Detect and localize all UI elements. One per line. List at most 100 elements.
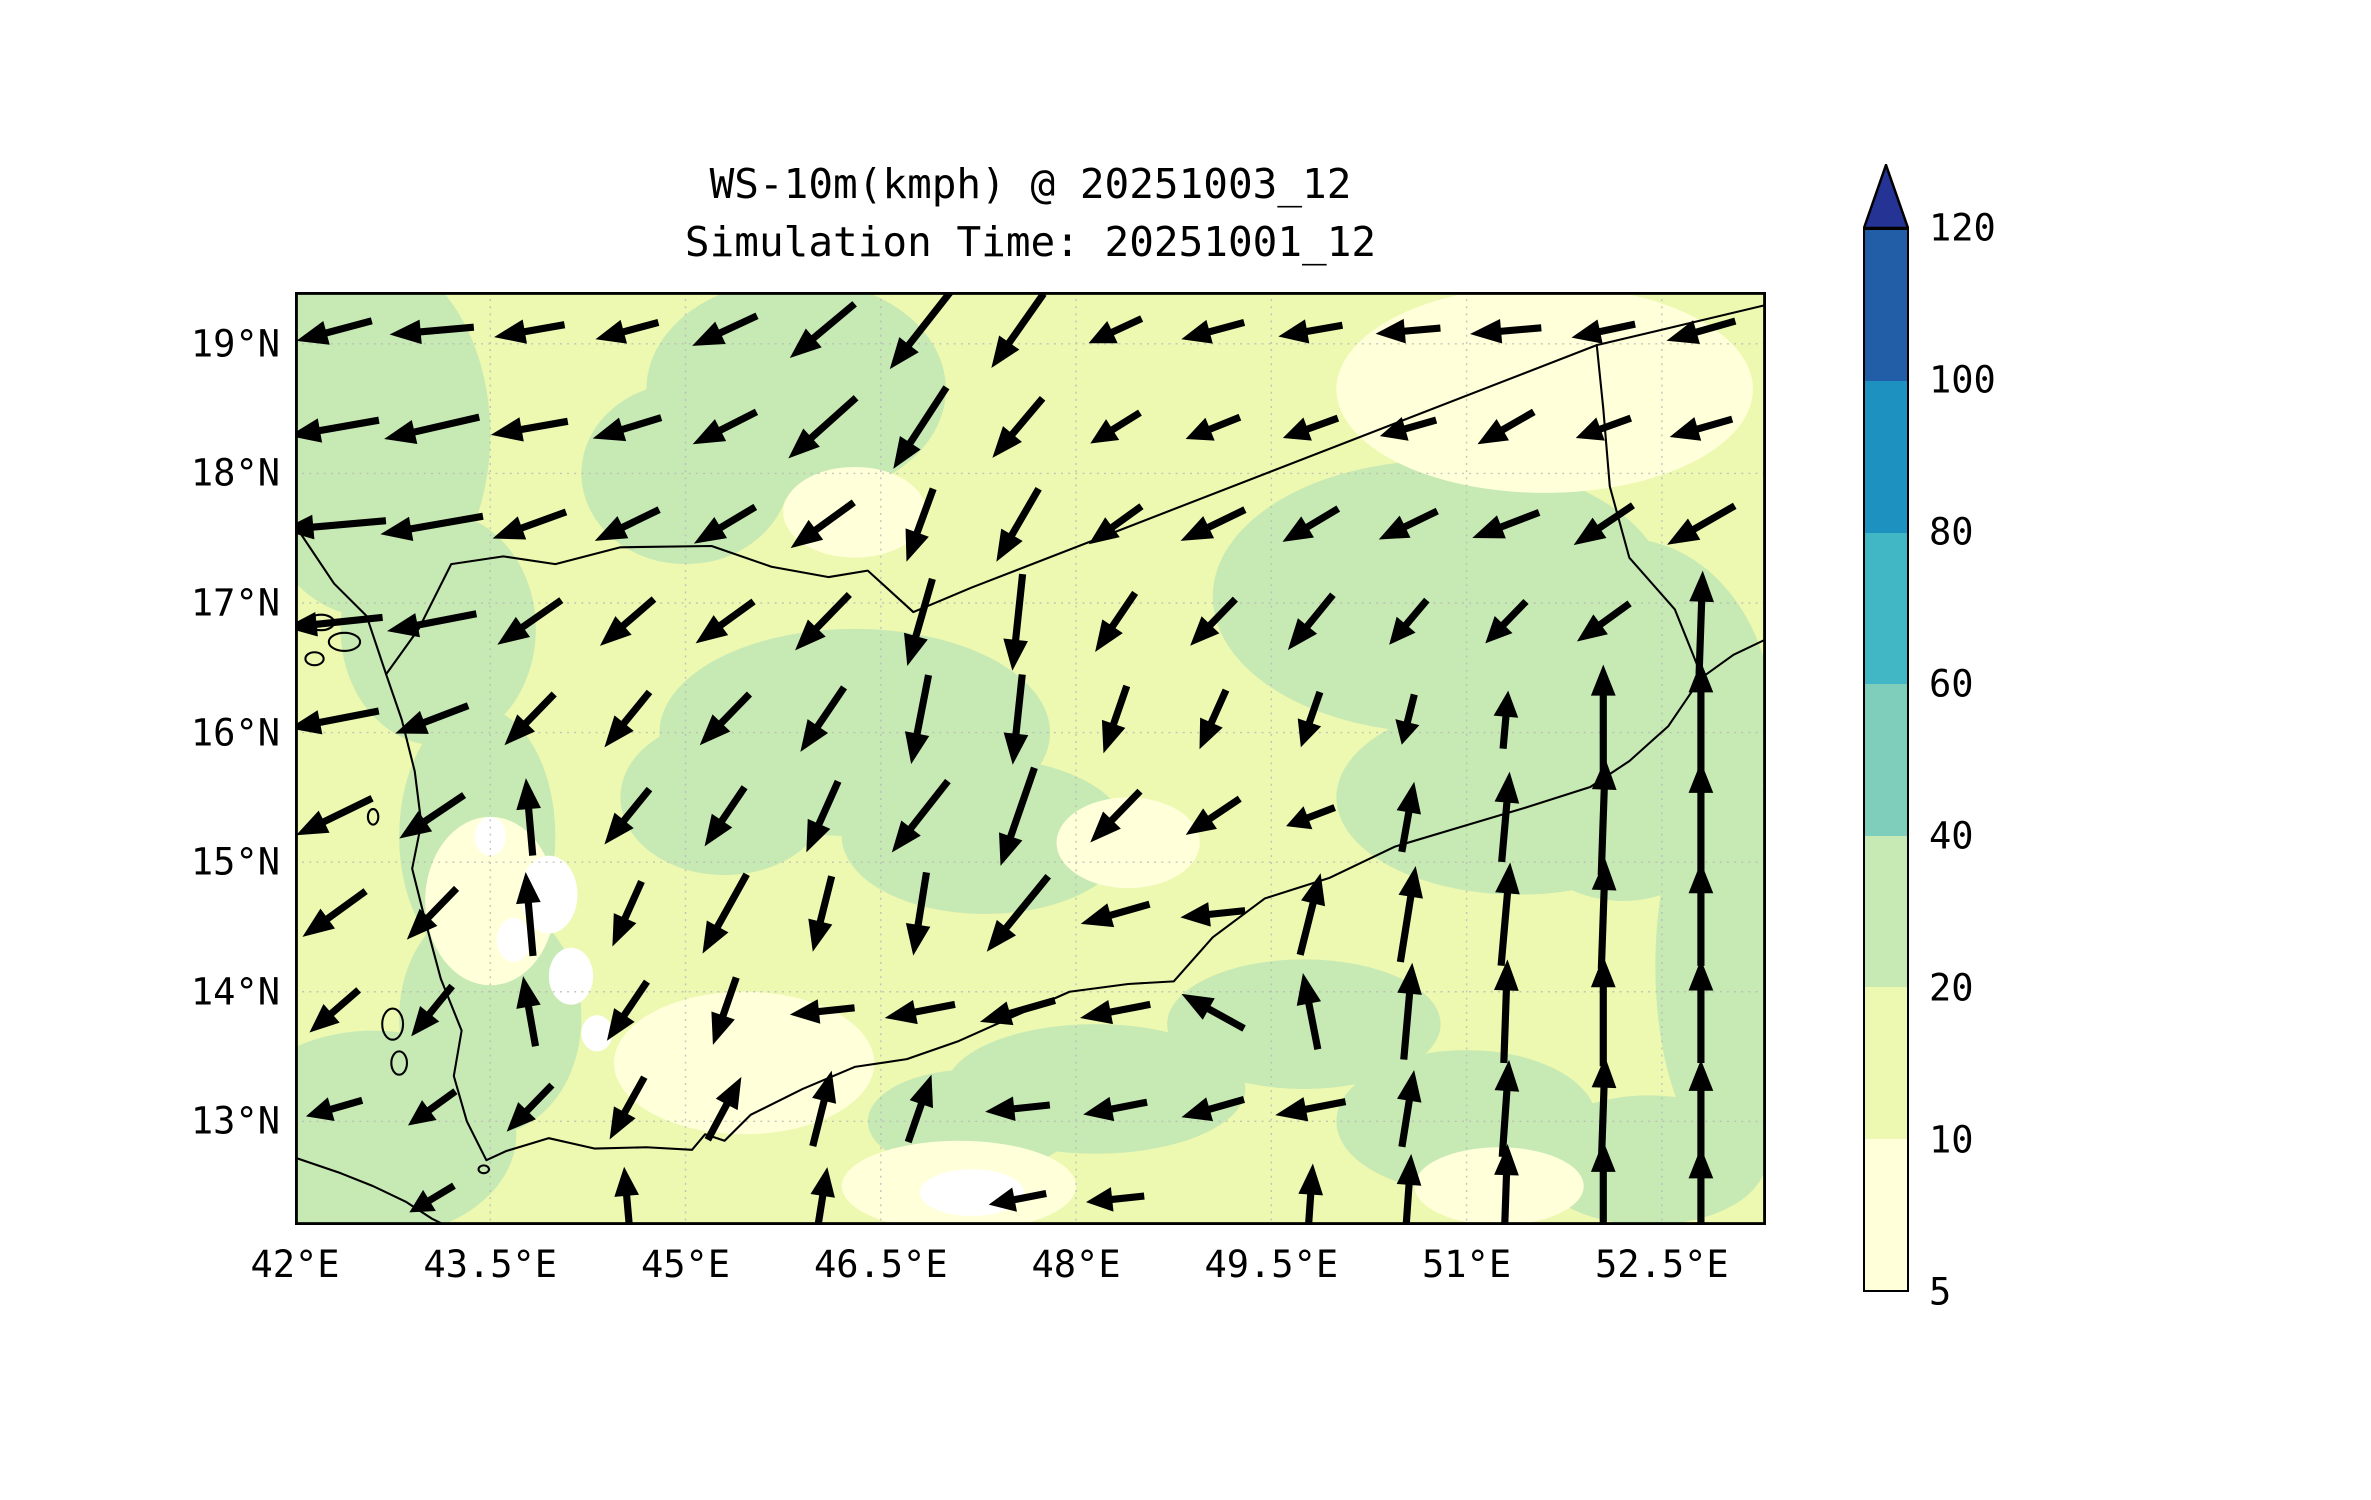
colorbar-segment: [1865, 835, 1907, 988]
wind-arrow-head: [1088, 320, 1118, 344]
wind-arrow-head: [609, 1106, 636, 1140]
wind-arrow-shaft: [1296, 899, 1318, 956]
wind-arrow-shaft: [1396, 893, 1415, 963]
wind-arrow-head: [1688, 661, 1714, 693]
wind-arrow-shaft: [716, 408, 759, 435]
island-farasan-2: [327, 631, 362, 652]
x-tick-label: 48°E: [1031, 1243, 1121, 1286]
wind-arrow-shaft: [1107, 1000, 1151, 1017]
wind-arrow-shaft: [807, 395, 859, 442]
wind-arrow-head: [1590, 664, 1616, 696]
wind-arrow-shaft: [323, 317, 373, 338]
wind-arrow-head: [1669, 417, 1702, 441]
wind-arrow-head: [1397, 1069, 1422, 1103]
wind-arrow-shaft: [1011, 573, 1027, 643]
wind-arrow-head: [295, 418, 323, 443]
wind-arrow-shaft: [1006, 766, 1038, 841]
wind-arrow-head: [1395, 719, 1420, 745]
wind-arrow-shaft: [1204, 1004, 1246, 1032]
wind-arrow-shaft: [1401, 597, 1430, 629]
x-tick-label: 49.5°E: [1204, 1243, 1339, 1286]
wind-arrow-shaft: [1108, 1098, 1148, 1113]
colorbar-segment: [1865, 987, 1907, 1139]
x-tick-label: 45°E: [640, 1243, 731, 1286]
wind-arrow-head: [884, 999, 918, 1025]
wind-arrow-shaft: [1304, 1000, 1322, 1051]
wind-arrow-shaft: [1398, 809, 1413, 853]
wind-arrow-shaft: [1011, 1101, 1051, 1113]
colorbar-extend-triangle: [1863, 164, 1909, 229]
wind-arrow-shaft: [1498, 324, 1542, 336]
wind-arrow-head: [604, 715, 634, 748]
wind-arrow-head: [1301, 873, 1326, 907]
wind-arrow-head: [1472, 515, 1506, 539]
wind-arrow-shaft: [1206, 596, 1238, 630]
colorbar-segment: [1865, 230, 1907, 382]
wind-arrow-head: [692, 321, 726, 346]
wind-arrow-head: [1591, 858, 1617, 891]
wind-arrow-shaft: [1499, 598, 1529, 629]
wind-arrow-head: [790, 519, 824, 549]
wind-arrow-shaft: [1501, 1172, 1511, 1225]
wind-arrow-shaft: [913, 674, 933, 737]
wind-arrow-shaft: [1206, 319, 1246, 336]
wind-arrow-shaft: [1690, 502, 1737, 534]
wind-arrow-shaft: [811, 499, 856, 535]
contour-under-patches: [474, 816, 1024, 1216]
wind-arrow-head: [295, 612, 318, 637]
wind-arrow-shaft: [1108, 409, 1142, 435]
wind-arrow-shaft: [717, 691, 753, 728]
wind-arrow-head: [1493, 690, 1519, 718]
wind-arrow-head: [1003, 732, 1029, 765]
wind-arrow-head: [985, 1096, 1016, 1121]
wind-arrow-shaft: [1596, 320, 1636, 336]
wind-arrow-shaft: [1207, 688, 1230, 727]
wind-arrow-head: [411, 1005, 440, 1037]
wind-arrow-shaft: [816, 875, 836, 925]
wind-arrow-shaft: [1499, 713, 1510, 749]
wind-arrow-head: [704, 813, 733, 847]
wind-arrow-shaft: [1109, 1192, 1145, 1204]
wind-arrow-head: [996, 528, 1023, 562]
colorbar-tick-label: 40: [1929, 814, 1974, 858]
wind-arrow-shaft: [521, 321, 566, 336]
wind-arrow-head: [693, 517, 728, 544]
wind-arrow-head: [1571, 319, 1603, 344]
colorbar-tick-label: 100: [1929, 358, 1996, 402]
wind-arrow-head: [789, 999, 821, 1024]
wind-arrow-shaft: [1303, 414, 1340, 434]
colorbar-segment: [1865, 684, 1907, 836]
wind-arrow-head: [1298, 1163, 1324, 1196]
wind-arrow-head: [1278, 319, 1310, 344]
wind-arrow-head: [1485, 615, 1513, 644]
wind-arrow-head: [395, 710, 429, 734]
island-perim: [477, 1164, 491, 1175]
wind-arrow-shaft: [717, 785, 748, 825]
wind-arrow-head: [988, 1187, 1017, 1212]
wind-arrow-head: [1688, 1059, 1714, 1091]
wind-arrow-head: [891, 820, 921, 853]
island-farasan-3: [304, 651, 325, 667]
wind-arrow-shaft: [1597, 887, 1608, 970]
wind-arrow-shaft: [809, 1097, 829, 1147]
wind-arrow-head: [810, 1167, 835, 1198]
wind-arrow-head: [812, 1070, 837, 1104]
wind-arrow-head: [386, 613, 420, 638]
wind-arrow-head: [1389, 616, 1416, 645]
coastlines-borders: [295, 303, 1766, 1225]
wind-arrow-shaft: [704, 1100, 732, 1142]
wind-arrow-shaft: [421, 792, 467, 826]
wind-arrow-shaft: [620, 1075, 648, 1117]
wind-arrow-shaft: [813, 685, 848, 731]
y-tick-label: 14°N: [190, 970, 280, 1014]
wind-arrow-shaft: [713, 872, 750, 931]
wind-arrow-head: [1379, 417, 1409, 441]
wind-arrow-shaft: [618, 506, 661, 532]
wind-arrow-head: [1688, 862, 1714, 894]
wind-arrow-shaft: [518, 417, 569, 434]
wind-arrow-shaft: [1500, 987, 1511, 1064]
wind-arrow-head: [494, 319, 527, 344]
wind-arrow-head: [808, 918, 833, 952]
wind-arrow-head: [1573, 517, 1607, 546]
wind-arrow-head: [295, 514, 315, 540]
